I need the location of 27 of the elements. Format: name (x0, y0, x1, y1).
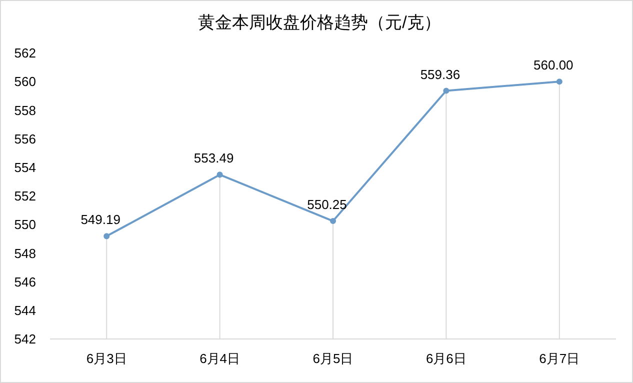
point (104, 233, 110, 240)
y-tick-label: 556 (14, 131, 36, 146)
y-tick-label: 560 (14, 74, 36, 90)
data-label: 560.00 (534, 58, 574, 73)
y-tick-label: 550 (14, 217, 36, 232)
y-tick-label: 558 (14, 102, 36, 118)
y-tick-label: 544 (14, 302, 36, 318)
chart-title: 黄金本周收盘价格趋势（元/克） (198, 13, 441, 32)
data-label: 553.49 (194, 150, 234, 166)
y-tick-label: 548 (14, 246, 36, 261)
x-tick-label: 6月4日 (200, 351, 240, 366)
data-label: 559.36 (420, 66, 460, 82)
x-tick-label: 6月6日 (426, 351, 466, 366)
point (216, 172, 223, 178)
point (330, 218, 336, 224)
data-label: 550.25 (307, 197, 347, 212)
y-tick-label: 542 (14, 332, 36, 347)
x-tick-label: 6月7日 (539, 351, 580, 366)
y-tick-label: 552 (14, 188, 36, 204)
x-tick-label: 6月3日 (86, 351, 127, 366)
data-label: 549.19 (80, 212, 120, 228)
y-tick-label: 546 (14, 274, 36, 290)
point (443, 88, 450, 94)
y-tick-label: 562 (14, 46, 36, 61)
point (556, 78, 562, 85)
x-tick-label: 6月5日 (312, 351, 354, 366)
y-tick-label: 554 (14, 160, 36, 175)
